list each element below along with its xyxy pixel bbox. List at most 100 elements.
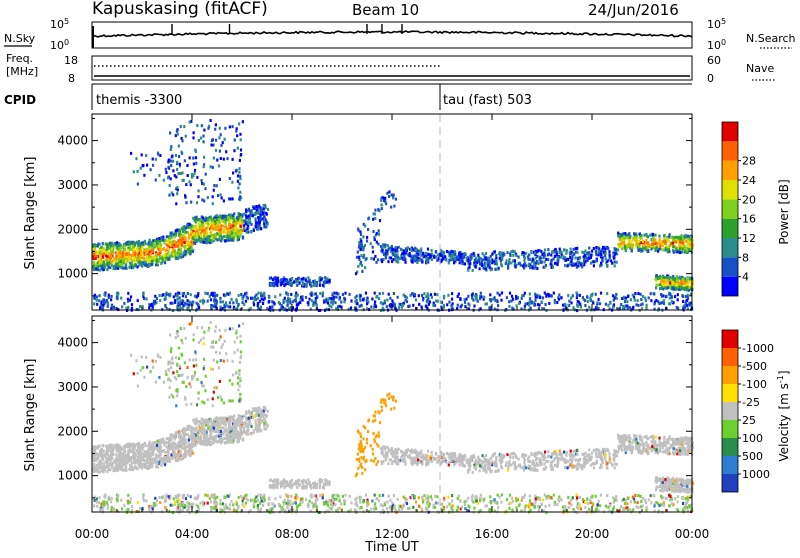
power-mark (305, 296, 307, 299)
power-mark (183, 125, 185, 128)
velocity-mark (156, 462, 158, 465)
power-mark (175, 134, 177, 137)
power-mark (141, 153, 143, 156)
power-mark (471, 253, 473, 256)
power-mark (243, 220, 245, 223)
power-mark (593, 260, 595, 263)
power-mark (601, 258, 603, 261)
power-mark (141, 246, 143, 249)
power-mark (175, 202, 177, 205)
power-mark (640, 298, 642, 301)
power-mark (231, 235, 233, 238)
power-mark (102, 256, 104, 259)
power-mark (631, 240, 633, 243)
power-mark (537, 249, 539, 252)
power-mark (576, 294, 578, 297)
power-mark (120, 260, 122, 263)
power-mark (632, 294, 634, 297)
power-mark (485, 267, 487, 270)
power-mark (205, 173, 207, 176)
power-mark (415, 249, 417, 252)
power-mark (231, 239, 233, 242)
power-mark (116, 297, 118, 300)
power-mark (421, 294, 423, 297)
velocity-mark (138, 446, 140, 449)
power-mark (214, 216, 216, 219)
power-mark (267, 222, 269, 225)
power-mark (476, 261, 478, 264)
power-mark (180, 125, 182, 128)
power-mark (174, 245, 176, 248)
velocity-mark (124, 447, 126, 450)
power-mark (569, 251, 571, 254)
power-mark (451, 298, 453, 301)
power-mark (169, 132, 171, 135)
power-mark (210, 229, 212, 232)
power-mark (186, 299, 188, 302)
power-mark (257, 302, 259, 305)
power-mark (537, 262, 539, 265)
velocity-mark (160, 464, 162, 467)
power-mark (159, 299, 161, 302)
power-mark (539, 296, 541, 299)
power-mark (417, 253, 419, 256)
power-mark (168, 194, 170, 197)
power-mark (584, 250, 586, 253)
power-mark (134, 252, 136, 255)
power-mark (216, 294, 218, 297)
power-mark (99, 249, 101, 252)
power-mark (419, 259, 421, 262)
power-mark (275, 279, 277, 282)
velocity-mark (188, 450, 190, 453)
power-mark (687, 238, 689, 241)
power-mark (490, 298, 492, 301)
power-mark (200, 137, 202, 140)
power-mark (248, 215, 250, 218)
power-mark (171, 302, 173, 305)
velocity-mark (174, 454, 176, 457)
power-mark (562, 304, 564, 307)
power-mark (129, 299, 131, 302)
power-mark (198, 306, 200, 309)
power-mark (642, 295, 644, 298)
power-mark (223, 235, 225, 238)
power-mark (484, 265, 486, 268)
velocity-mark (174, 438, 176, 441)
power-mark (183, 245, 185, 248)
power-mark (102, 306, 104, 309)
velocity-mark (147, 444, 149, 447)
power-mark (176, 168, 178, 171)
power-mark (185, 201, 187, 204)
power-mark (151, 249, 153, 252)
power-mark (684, 234, 686, 237)
power-mark (175, 229, 177, 232)
power-mark (190, 241, 192, 244)
velocity-mark (125, 469, 127, 472)
power-mark (457, 304, 459, 307)
power-mark (242, 298, 244, 301)
power-mark (322, 294, 324, 297)
power-mark (237, 147, 239, 150)
power-mark (474, 265, 476, 268)
power-mark (229, 237, 231, 240)
power-mark (125, 242, 127, 245)
power-mark (386, 299, 388, 302)
power-mark (137, 250, 139, 253)
power-mark (658, 235, 660, 238)
velocity-mark (102, 444, 104, 447)
power-mark (357, 265, 359, 268)
power-mark (576, 266, 578, 269)
power-mark (172, 169, 174, 172)
power-mark (425, 252, 427, 255)
power-mark (184, 194, 186, 197)
power-mark (210, 298, 212, 301)
power-mark (113, 306, 115, 309)
power-mark (313, 302, 315, 305)
power-mark (203, 129, 205, 132)
power-mark (159, 249, 161, 252)
power-mark (207, 300, 209, 303)
power-mark (188, 180, 190, 183)
power-mark (240, 138, 242, 141)
power-mark (511, 295, 513, 298)
velocity-mark (126, 455, 128, 458)
